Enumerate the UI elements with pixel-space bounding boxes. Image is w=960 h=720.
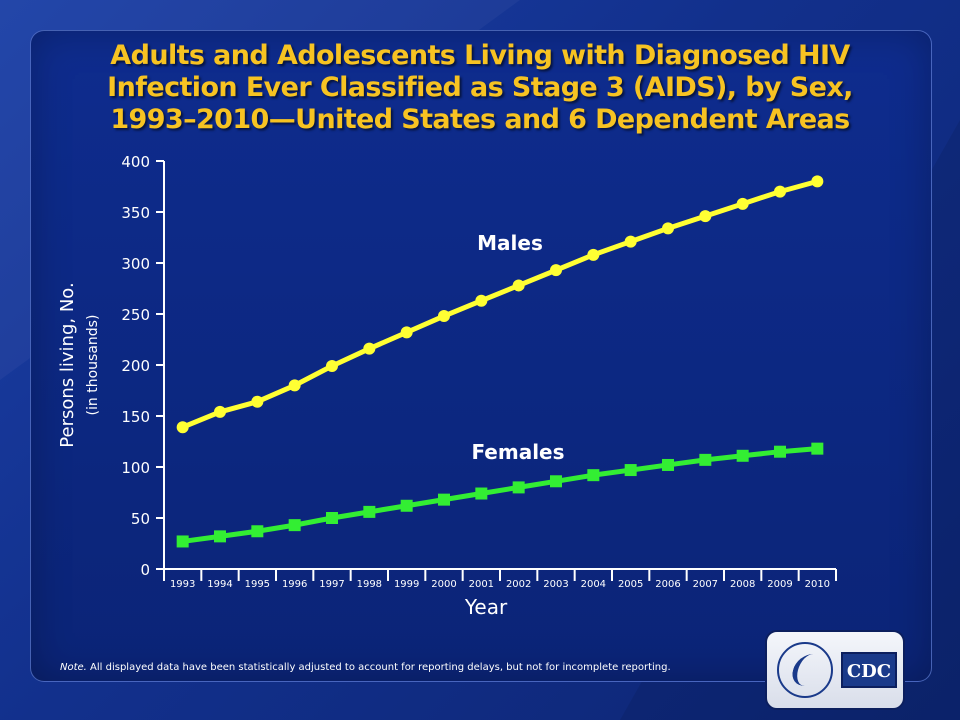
x-tick-label: 2010 (805, 579, 830, 590)
chart-title-line-2: Infection Ever Classified as Stage 3 (AI… (107, 72, 853, 103)
data-point-females (699, 453, 712, 466)
series-label-females: Females (471, 440, 564, 464)
data-point-males (774, 185, 786, 198)
data-point-males (736, 197, 749, 210)
cdc-logo: CDC (765, 630, 905, 710)
y-tick-label: 400 (121, 153, 150, 171)
data-point-females (475, 487, 488, 500)
y-tick-label: 350 (121, 204, 150, 222)
data-point-females (512, 481, 525, 494)
y-tick-label: 50 (131, 510, 150, 528)
chart-title-line-1: Adults and Adolescents Living with Diagn… (110, 40, 850, 71)
y-axis-subtitle: (in thousands) (85, 315, 101, 416)
footnote-text: All displayed data have been statistical… (86, 662, 671, 673)
y-tick-label: 100 (121, 459, 150, 477)
data-point-males (699, 210, 712, 223)
data-point-males (176, 421, 189, 434)
data-point-females (288, 519, 301, 532)
x-tick-label: 1995 (245, 579, 270, 590)
data-point-females (400, 499, 413, 512)
x-tick-label: 2001 (469, 579, 494, 590)
data-point-males (587, 248, 600, 261)
y-tick-label: 0 (140, 561, 150, 579)
x-tick-label: 2005 (618, 579, 643, 590)
data-point-males (475, 294, 488, 307)
data-point-females (326, 512, 338, 524)
hhs-seal-icon (777, 642, 833, 698)
y-tick-label: 200 (121, 357, 150, 375)
x-tick-label: 1998 (357, 579, 382, 590)
data-point-females (363, 505, 376, 518)
chart-panel (30, 30, 932, 682)
x-tick-label: 1997 (319, 579, 344, 590)
data-point-females (214, 530, 226, 543)
data-point-males (363, 342, 376, 355)
x-tick-label: 2004 (581, 579, 606, 590)
series-line-females (182, 446, 818, 544)
chart-title-line-3: 1993–2010—United States and 6 Dependent … (110, 104, 850, 135)
data-point-males (624, 235, 637, 248)
y-tick-label: 150 (121, 408, 150, 426)
series-label-males: Males (477, 231, 543, 255)
data-point-females (587, 469, 600, 482)
x-tick-label: 1993 (170, 579, 195, 590)
data-point-males (400, 326, 413, 339)
x-axis-title: Year (464, 595, 508, 619)
x-tick-label: 1996 (282, 579, 307, 590)
data-point-females (774, 445, 786, 458)
data-point-males (512, 279, 525, 292)
y-axis-title: Persons living, No. (57, 282, 78, 447)
chart-title: Adults and Adolescents Living with Diagn… (30, 40, 930, 136)
y-tick-label: 300 (121, 255, 150, 273)
axes: 0 50 100 150 200 250 300 350 400 1993 1994 1995 1996… (121, 153, 837, 590)
data-point-females (251, 525, 264, 538)
series (176, 175, 824, 548)
cdc-logo-text: CDC (841, 652, 897, 688)
x-tick-label: 1994 (207, 579, 232, 590)
data-point-females (811, 442, 824, 455)
data-point-males (662, 222, 674, 235)
data-point-males (811, 175, 824, 188)
data-point-females (176, 535, 189, 548)
data-point-females (662, 458, 674, 471)
x-tick-label: 2008 (730, 579, 755, 590)
x-tick-label: 2006 (655, 579, 680, 590)
data-point-females (438, 493, 450, 506)
x-tick-label: 2009 (767, 579, 792, 590)
footnote-prefix: Note. (60, 662, 87, 673)
data-point-males (438, 310, 450, 323)
series-line-males (181, 178, 818, 430)
data-point-males (214, 405, 226, 418)
data-point-males (288, 379, 301, 392)
footnote: Note. All displayed data have been stati… (60, 662, 671, 673)
data-point-females (736, 449, 749, 462)
data-point-males (550, 264, 562, 277)
y-tick-label: 250 (121, 306, 150, 324)
x-tick-label: 2002 (506, 579, 531, 590)
x-tick-label: 2000 (431, 579, 456, 590)
data-point-females (550, 475, 562, 488)
data-point-females (624, 464, 637, 477)
x-tick-label: 2003 (543, 579, 568, 590)
data-point-males (326, 360, 338, 373)
data-point-males (251, 395, 264, 408)
x-tick-label: 1999 (394, 579, 419, 590)
x-tick-label: 2007 (693, 579, 718, 590)
